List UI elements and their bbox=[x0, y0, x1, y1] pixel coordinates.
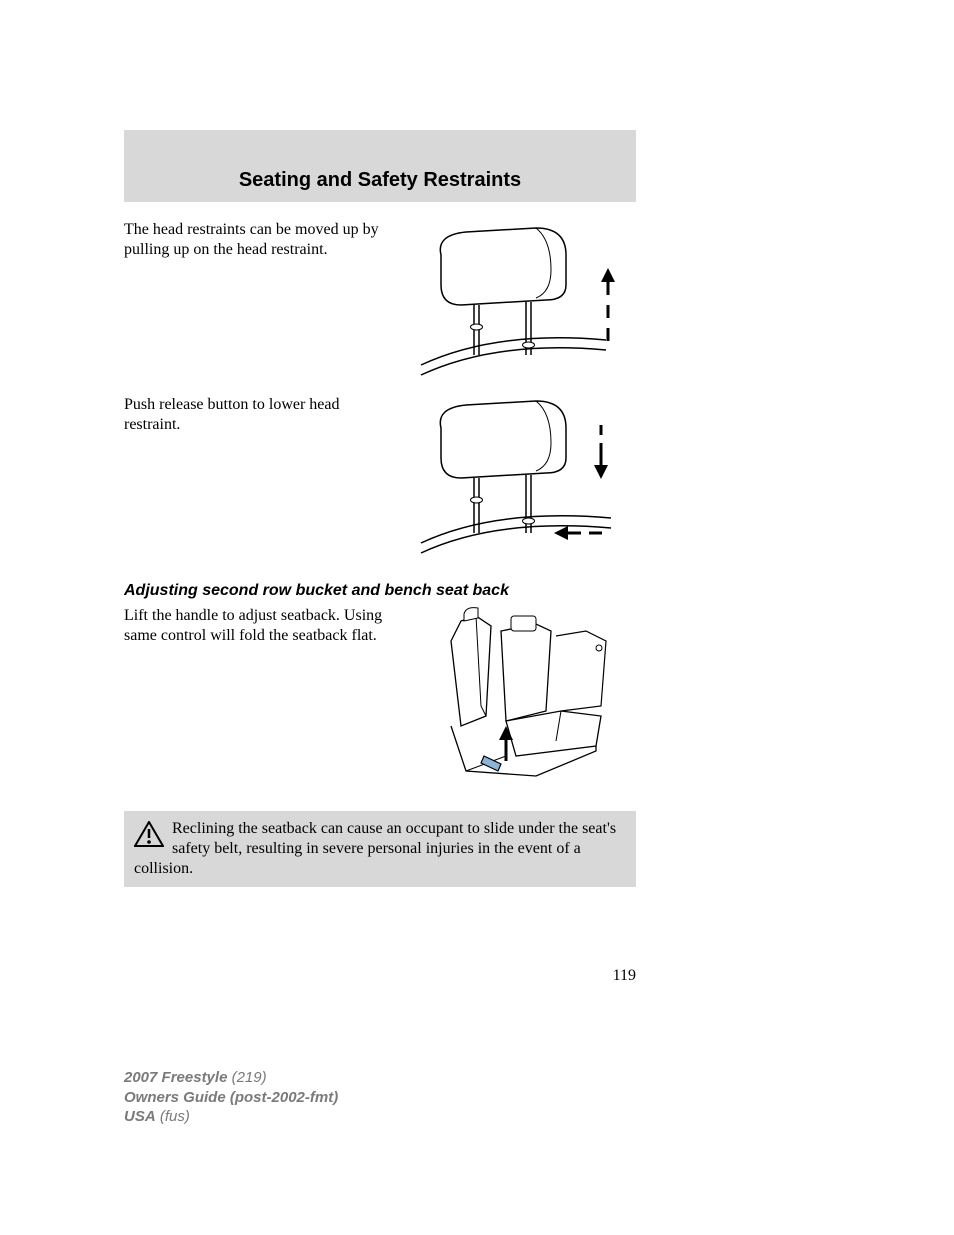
body-text: Push release button to lower head restra… bbox=[124, 395, 406, 435]
section-seatback-adjust: Lift the handle to adjust seatback. Usin… bbox=[124, 606, 636, 791]
section-headrest-lower: Push release button to lower head restra… bbox=[124, 395, 636, 560]
body-text: Lift the handle to adjust seatback. Usin… bbox=[124, 606, 406, 646]
footer-model: 2007 Freestyle bbox=[124, 1069, 227, 1086]
headrest-down-illustration bbox=[406, 393, 636, 563]
page-number: 119 bbox=[124, 967, 636, 985]
footer-code: (219) bbox=[232, 1069, 267, 1086]
footer-region: USA bbox=[124, 1108, 156, 1125]
doc-footer: 2007 Freestyle (219) Owners Guide (post-… bbox=[124, 1068, 338, 1127]
warning-text: Reclining the seatback can cause an occu… bbox=[134, 820, 616, 877]
headrest-up-illustration bbox=[406, 220, 636, 385]
figure-headrest-up bbox=[406, 220, 636, 385]
subheading-adjust-seatback: Adjusting second row bucket and bench se… bbox=[124, 582, 636, 600]
section-headrest-raise: The head restraints can be moved up by p… bbox=[124, 220, 636, 385]
figure-headrest-down bbox=[406, 395, 636, 560]
warning-icon bbox=[134, 821, 164, 853]
warning-callout: Reclining the seatback can cause an occu… bbox=[124, 811, 636, 887]
footer-region-code: (fus) bbox=[160, 1108, 190, 1125]
section-header-title: Seating and Safety Restraints bbox=[239, 169, 521, 192]
footer-guide: Owners Guide (post-2002-fmt) bbox=[124, 1089, 338, 1106]
body-text: The head restraints can be moved up by p… bbox=[124, 220, 406, 260]
figure-seat-adjust bbox=[406, 606, 636, 791]
seat-adjust-illustration bbox=[406, 606, 636, 791]
section-header-banner: Seating and Safety Restraints bbox=[124, 130, 636, 202]
